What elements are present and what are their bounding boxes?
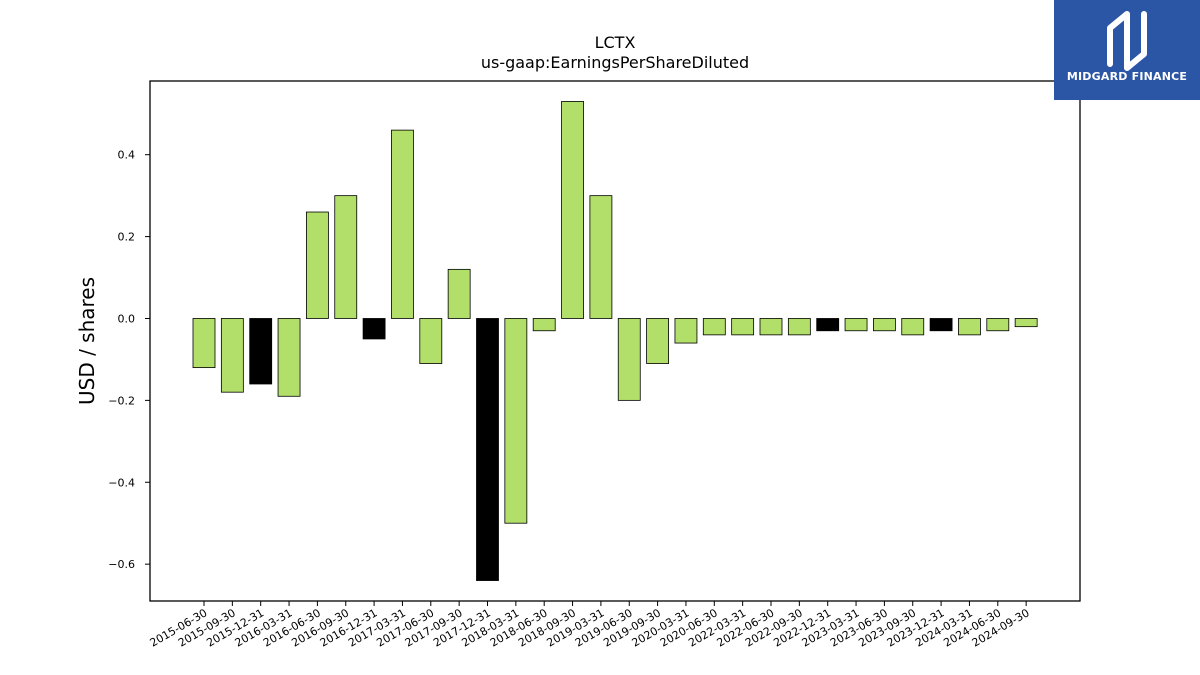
bar — [277, 318, 301, 397]
bar — [220, 318, 244, 393]
bar — [532, 318, 556, 332]
bar — [447, 268, 471, 319]
brand-name: MIDGARD FINANCE — [1066, 70, 1188, 83]
bar — [816, 318, 840, 332]
bar — [305, 211, 329, 319]
bar — [391, 129, 414, 319]
bar — [334, 195, 358, 319]
y-axis-label: USD / shares — [75, 277, 99, 405]
bar — [759, 318, 783, 336]
brand-logo: MIDGARD FINANCE — [1054, 0, 1200, 100]
bar — [504, 318, 528, 524]
bar — [873, 318, 896, 332]
bar — [419, 318, 443, 364]
bar — [249, 318, 273, 385]
bar — [702, 318, 726, 336]
bar — [901, 318, 925, 336]
chart-title: LCTX — [595, 33, 636, 52]
y-tick-label: 0.0 — [118, 312, 136, 325]
y-tick-label: 0.2 — [118, 231, 136, 244]
chart-subtitle: us-gaap:EarningsPerShareDiluted — [481, 53, 749, 72]
x-axis: 2015-06-302015-09-302015-12-312016-03-31… — [148, 601, 1032, 650]
bar — [986, 318, 1010, 332]
bar — [958, 318, 981, 336]
y-tick-label: 0.4 — [118, 149, 136, 162]
y-tick-label: −0.2 — [108, 394, 135, 407]
y-tick-label: −0.4 — [108, 476, 135, 489]
bar — [561, 101, 584, 319]
y-tick-label: −0.6 — [108, 558, 135, 571]
bar — [787, 318, 811, 336]
bar — [929, 318, 953, 332]
bar — [844, 318, 868, 332]
bar — [192, 318, 216, 369]
bar — [476, 318, 499, 581]
y-axis: −0.6 −0.4 −0.2 0.0 0.2 0.4 — [108, 149, 150, 571]
plot-frame — [149, 80, 1081, 602]
midgard-logo-icon — [1107, 11, 1147, 71]
bar — [1014, 318, 1038, 328]
bar — [362, 318, 386, 340]
bars-group — [192, 101, 1038, 581]
bar — [646, 318, 669, 364]
bar — [674, 318, 698, 344]
bar — [731, 318, 755, 336]
bar — [589, 195, 613, 319]
bar — [617, 318, 641, 401]
